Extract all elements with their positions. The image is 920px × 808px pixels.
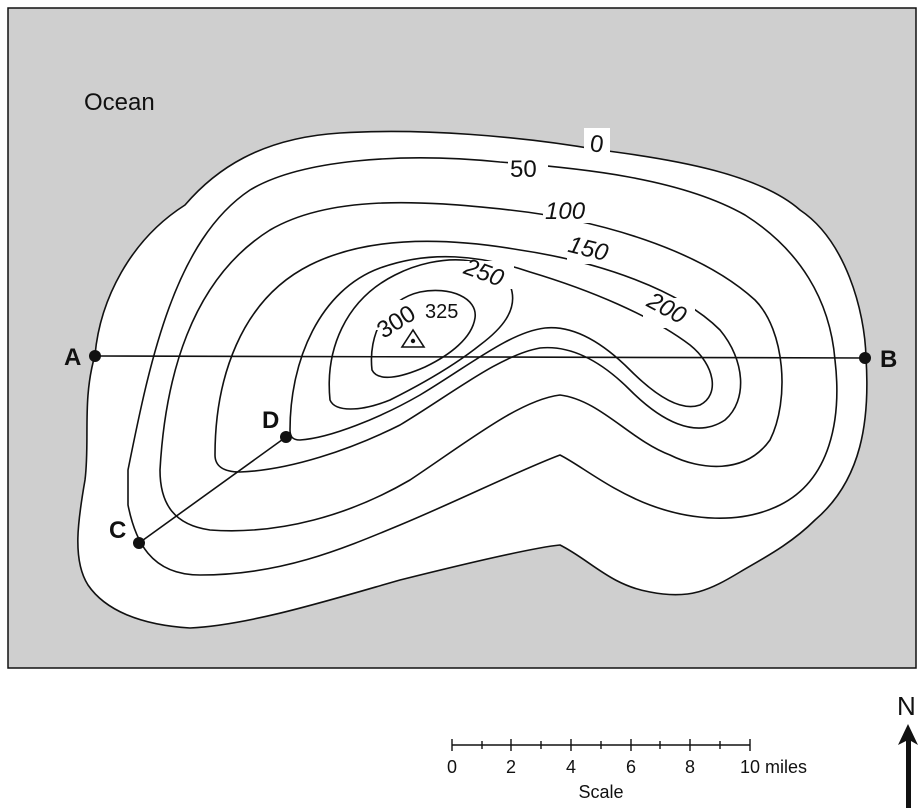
ocean-label: Ocean bbox=[84, 89, 155, 116]
scale-tick-6: 6 bbox=[626, 757, 636, 777]
point-b-marker bbox=[859, 352, 871, 364]
triangle-benchmark-icon bbox=[400, 328, 426, 348]
point-d-marker bbox=[280, 431, 292, 443]
point-a-marker bbox=[89, 350, 101, 362]
point-b-label: B bbox=[880, 346, 897, 373]
contour-50 bbox=[127, 157, 838, 576]
profile-line-a-b bbox=[94, 355, 866, 359]
scale-tick-4: 4 bbox=[566, 757, 576, 777]
contour-0 bbox=[77, 130, 868, 629]
contour-label-100: 100 bbox=[545, 198, 586, 225]
contour-label-325: 325 bbox=[425, 301, 458, 323]
contour-100 bbox=[159, 201, 783, 532]
scale-tick-0: 0 bbox=[447, 757, 457, 777]
north-arrow-icon bbox=[898, 724, 918, 808]
contour-label-0: 0 bbox=[588, 130, 605, 159]
point-d-label: D bbox=[262, 407, 279, 434]
north-label: N bbox=[897, 691, 916, 721]
point-c-label: C bbox=[109, 517, 126, 544]
scale-bar bbox=[451, 739, 751, 751]
scale-tick-2: 2 bbox=[506, 757, 516, 777]
point-c-marker bbox=[133, 537, 145, 549]
scale-tick-10-miles: 10 miles bbox=[740, 757, 807, 777]
scale-tick-8: 8 bbox=[685, 757, 695, 777]
contour-150 bbox=[214, 240, 742, 473]
contour-250 bbox=[328, 259, 514, 410]
profile-line-c-d bbox=[138, 436, 287, 544]
contour-200 bbox=[289, 255, 714, 441]
point-a-label: A bbox=[64, 344, 81, 371]
contour-label-50: 50 bbox=[510, 156, 537, 183]
scale-caption: Scale bbox=[578, 782, 623, 802]
